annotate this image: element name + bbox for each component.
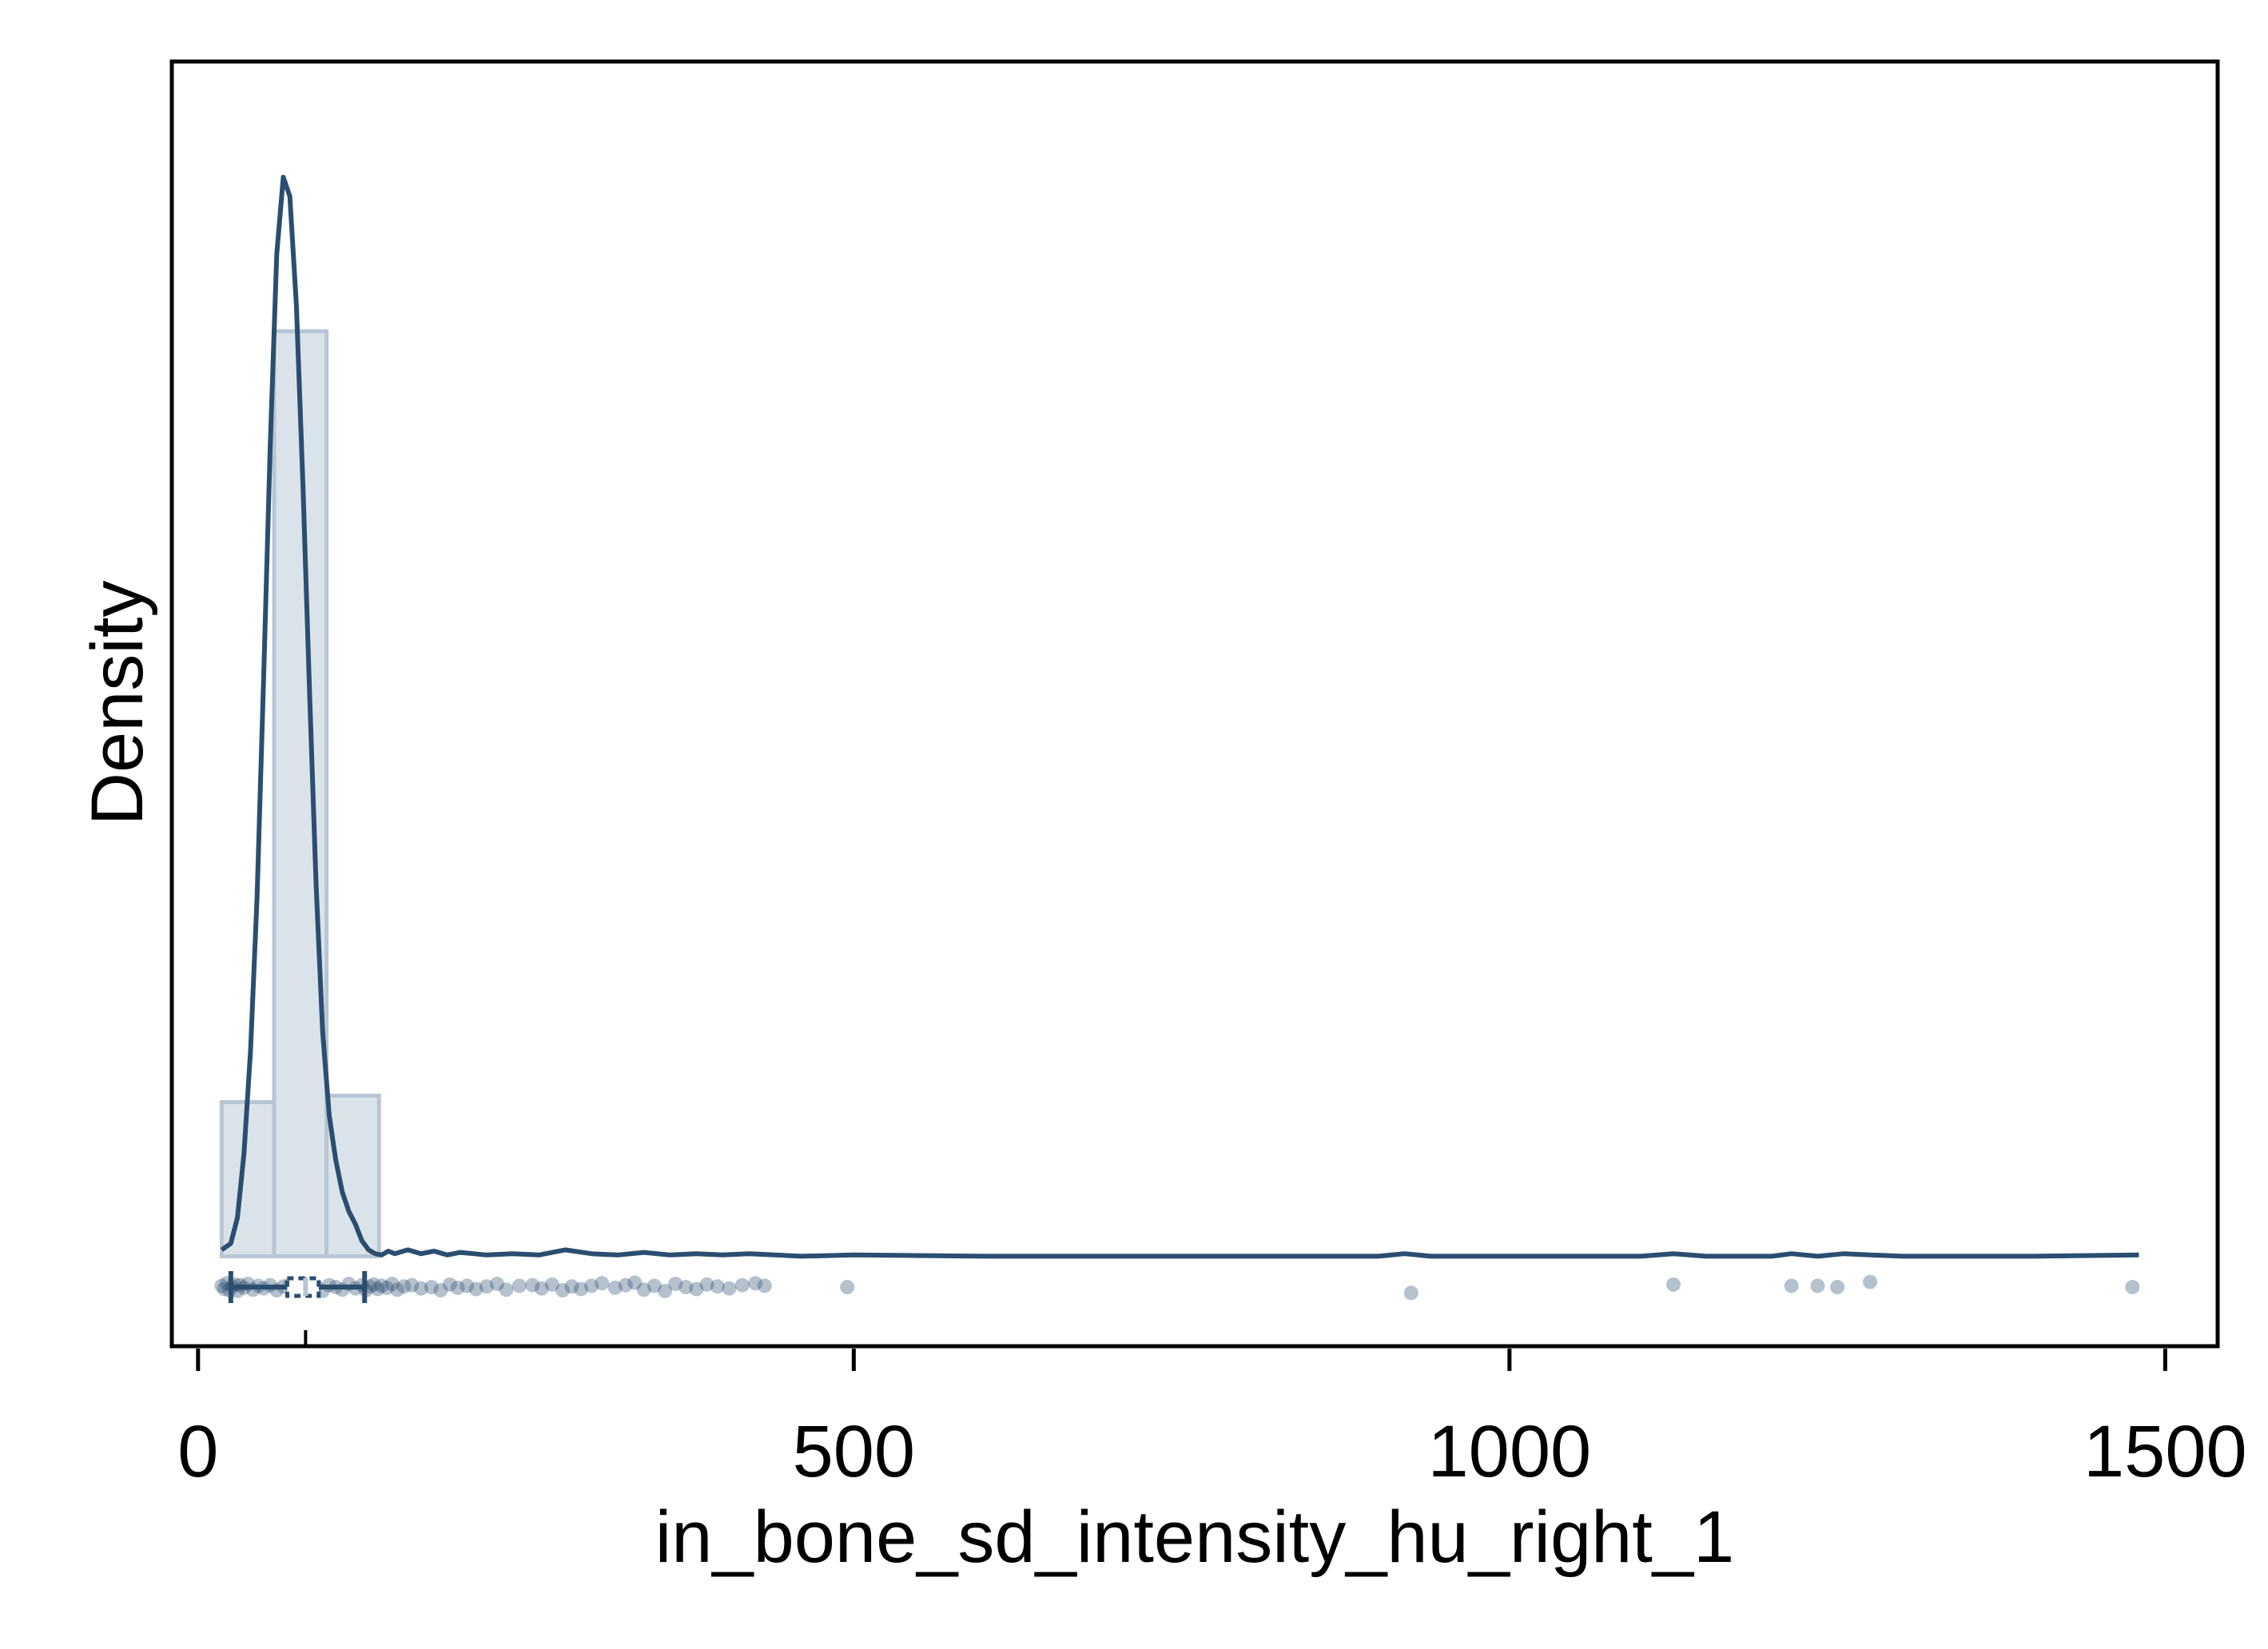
data-point	[433, 1283, 448, 1298]
x-axis-label: in_bone_sd_intensity_hu_right_1	[655, 1496, 1734, 1578]
boxplot	[228, 1271, 368, 1304]
data-point	[607, 1280, 623, 1295]
data-point	[499, 1282, 514, 1297]
data-point	[525, 1277, 540, 1293]
data-point	[555, 1283, 571, 1298]
data-point	[2125, 1280, 2140, 1295]
data-point	[374, 1278, 389, 1293]
data-point	[450, 1280, 465, 1295]
data-point	[390, 1282, 405, 1297]
data-point	[1403, 1285, 1418, 1301]
data-point	[534, 1281, 549, 1296]
data-point	[584, 1278, 599, 1293]
x-tick-label: 1500	[2083, 1411, 2247, 1492]
data-point	[564, 1279, 579, 1294]
data-point	[384, 1277, 400, 1292]
y-axis-label: Density	[77, 581, 158, 826]
data-point	[468, 1281, 483, 1297]
boxplot-box	[284, 1276, 321, 1298]
data-point	[1665, 1277, 1681, 1292]
data-point	[214, 1278, 229, 1293]
data-point	[460, 1278, 475, 1293]
data-point	[380, 1280, 395, 1295]
data-point	[636, 1282, 651, 1297]
data-point	[1810, 1278, 1825, 1293]
histogram-bar-1	[272, 329, 329, 1258]
data-point	[370, 1281, 385, 1297]
data-point	[511, 1278, 527, 1293]
data-point	[424, 1280, 439, 1295]
data-point	[574, 1281, 588, 1297]
data-point	[1830, 1280, 1845, 1295]
data-point	[699, 1277, 714, 1292]
data-point	[489, 1277, 504, 1292]
x-tick-label: 0	[177, 1411, 218, 1492]
data-point	[710, 1279, 725, 1294]
data-point	[479, 1279, 494, 1294]
data-point	[396, 1279, 412, 1294]
histogram-bar-2	[324, 1093, 381, 1258]
data-point	[404, 1277, 420, 1293]
data-point	[722, 1281, 737, 1296]
data-point	[647, 1278, 662, 1293]
histogram-bars	[219, 329, 381, 1258]
x-tick-label: 1000	[1428, 1411, 1592, 1492]
data-point	[442, 1277, 457, 1292]
data-point	[1863, 1274, 1878, 1289]
data-point	[689, 1281, 704, 1297]
data-point	[544, 1277, 559, 1292]
data-point	[366, 1277, 381, 1292]
x-tick-label: 500	[793, 1411, 916, 1492]
data-point	[757, 1278, 772, 1293]
data-point	[413, 1281, 428, 1296]
data-point	[595, 1276, 610, 1291]
data-point	[840, 1280, 855, 1295]
data-point	[618, 1277, 633, 1293]
data-point	[748, 1276, 763, 1291]
density-curve	[220, 174, 2139, 1259]
data-point	[627, 1275, 643, 1290]
data-point	[1784, 1278, 1799, 1293]
x-axis-ticks: 0 500 1000 1500	[177, 1330, 2247, 1492]
data-point	[217, 1281, 232, 1297]
data-point	[658, 1283, 673, 1298]
data-point	[668, 1277, 683, 1292]
data-point	[734, 1277, 750, 1293]
plot-frame	[169, 59, 2220, 1349]
data-point	[678, 1280, 694, 1295]
